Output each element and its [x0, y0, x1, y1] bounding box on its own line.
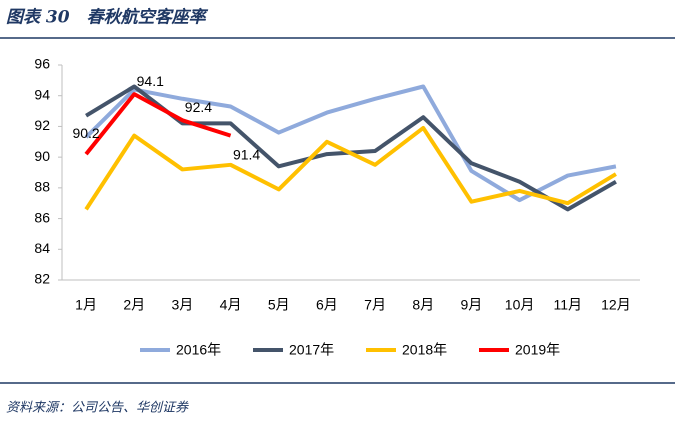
x-tick-label: 10月: [505, 297, 535, 313]
y-tick-label: 96: [34, 56, 50, 72]
legend-label: 2016年: [176, 342, 221, 358]
x-tick-label: 6月: [316, 297, 338, 313]
x-tick-label: 7月: [364, 297, 386, 313]
x-tick-label: 4月: [220, 297, 242, 313]
x-tick-label: 2月: [123, 297, 145, 313]
x-tick-label: 11月: [553, 297, 582, 313]
data-label: 90.2: [72, 125, 99, 141]
source: 资料来源：公司公告、华创证券: [6, 401, 189, 416]
legend-label: 2018年: [402, 342, 447, 358]
series-line: [84, 84, 617, 203]
legend-label: 2017年: [289, 342, 334, 358]
legend-label: 2019年: [515, 342, 560, 358]
y-tick-label: 92: [34, 117, 50, 133]
data-label: 92.4: [185, 99, 212, 115]
x-tick-label: 1月: [75, 297, 97, 313]
x-tick-label: 12月: [601, 297, 631, 313]
x-tick-label: 5月: [268, 297, 290, 313]
y-tick-label: 82: [34, 271, 50, 287]
x-tick-label: 3月: [172, 297, 194, 313]
x-tick-label: 9月: [461, 297, 483, 313]
y-tick-label: 84: [34, 240, 50, 256]
chart-title: 图表 30 春秋航空客座率: [6, 8, 209, 28]
data-label: 91.4: [233, 146, 260, 162]
data-label: 94.1: [137, 73, 164, 89]
y-tick-label: 90: [34, 148, 50, 164]
y-tick-label: 94: [34, 86, 50, 102]
y-tick-label: 86: [34, 209, 50, 225]
y-tick-label: 88: [34, 179, 50, 195]
series-line: [84, 92, 232, 156]
series-line: [84, 125, 617, 211]
x-tick-label: 8月: [412, 297, 434, 313]
